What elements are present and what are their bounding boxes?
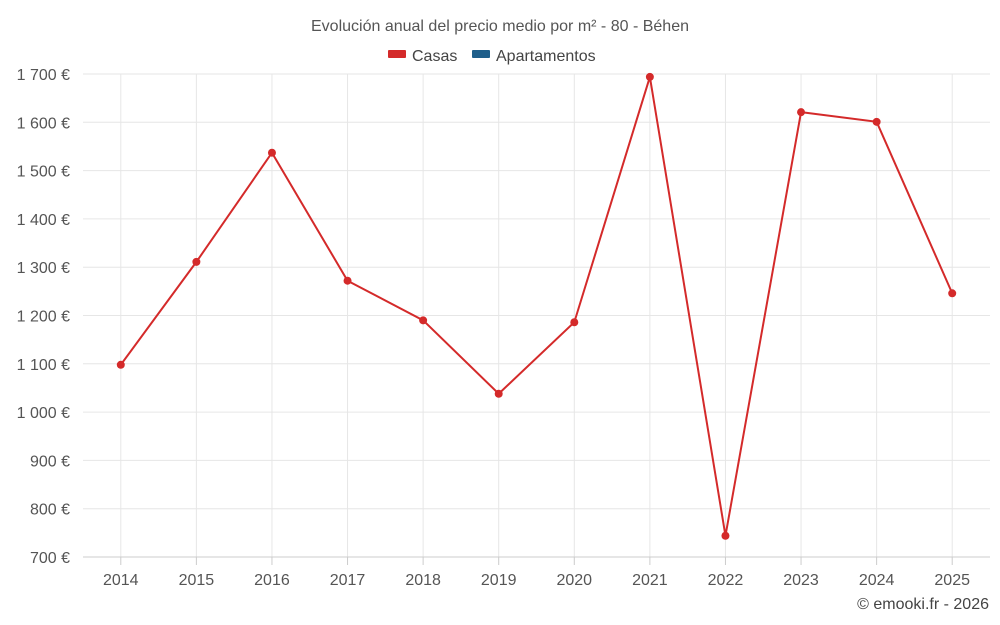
data-point[interactable] (948, 289, 957, 298)
y-tick-label: 1 500 € (17, 164, 70, 181)
y-tick-label: 1 600 € (17, 115, 70, 132)
y-tick-labels: 700 € 800 € 900 € 1 000 € 1 100 € 1 200 € 1 30… (17, 67, 70, 567)
y-tick-label: 1 400 € (17, 212, 70, 229)
data-point[interactable] (419, 316, 428, 325)
y-tick-label: 800 € (30, 502, 70, 519)
x-tick-label: 2021 (632, 572, 668, 589)
y-gridlines (83, 73, 990, 558)
x-tick-label: 2025 (934, 572, 970, 589)
legend-item-apartamentos[interactable]: Apartamentos (472, 48, 596, 65)
x-tick-label: 2018 (405, 572, 441, 589)
axes (83, 556, 990, 565)
x-tick-labels: 2014 2015 2016 2017 2018 2019 2020 2021 2022 2023… (103, 572, 970, 589)
legend-swatch-apartamentos (472, 50, 490, 58)
data-point[interactable] (721, 531, 730, 540)
x-tick-label: 2022 (708, 572, 744, 589)
y-tick-label: 1 100 € (17, 357, 70, 374)
y-tick-label: 900 € (30, 453, 70, 470)
data-point[interactable] (797, 108, 806, 117)
legend-label-apartamentos: Apartamentos (496, 48, 596, 65)
chart-title: Evolución anual del precio medio por m² … (311, 18, 689, 35)
y-tick-label: 700 € (30, 550, 70, 567)
x-gridlines (120, 74, 953, 557)
data-point[interactable] (570, 318, 579, 327)
legend-label-casas: Casas (412, 48, 457, 65)
data-point[interactable] (645, 72, 654, 81)
data-point[interactable] (192, 257, 201, 266)
x-tick-label: 2019 (481, 572, 517, 589)
y-tick-label: 1 700 € (17, 67, 70, 84)
legend-swatch-casas (388, 50, 406, 58)
legend[interactable]: Casas Apartamentos (388, 48, 596, 65)
data-point[interactable] (267, 148, 276, 157)
x-tick-label: 2014 (103, 572, 139, 589)
series-group (116, 72, 957, 540)
data-point[interactable] (116, 360, 125, 369)
credit-text: © emooki.fr - 2026 (857, 596, 989, 613)
y-tick-label: 1 300 € (17, 260, 70, 277)
x-tick-label: 2017 (330, 572, 366, 589)
y-tick-label: 1 200 € (17, 309, 70, 326)
series-line-casas (119, 76, 954, 536)
legend-item-casas[interactable]: Casas (388, 48, 457, 65)
data-point[interactable] (343, 276, 352, 285)
x-tick-label: 2015 (179, 572, 215, 589)
x-tick-label: 2024 (859, 572, 895, 589)
x-tick-label: 2020 (556, 572, 592, 589)
data-point[interactable] (872, 117, 881, 126)
data-point[interactable] (494, 389, 503, 398)
x-tick-label: 2023 (783, 572, 819, 589)
x-tick-label: 2016 (254, 572, 290, 589)
y-tick-label: 1 000 € (17, 405, 70, 422)
